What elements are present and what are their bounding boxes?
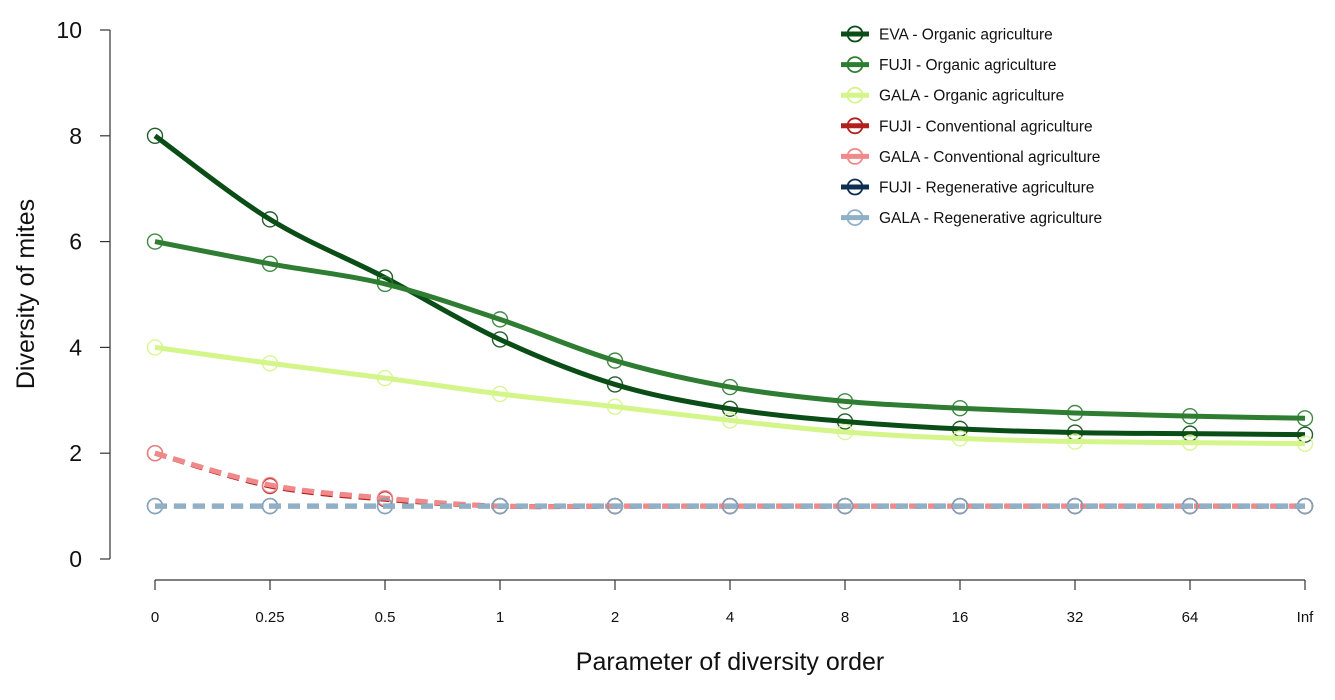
series-layer bbox=[146, 127, 1314, 515]
x-ticks: 0 0.25 0.5 1 2 4 8 16 32 64 Inf bbox=[151, 580, 1314, 626]
y-ticks: 0 2 4 6 8 10 bbox=[56, 17, 110, 572]
data-point bbox=[606, 398, 624, 415]
legend-swatch-marker bbox=[846, 178, 864, 196]
x-tick-label: 0.5 bbox=[375, 609, 396, 626]
data-point bbox=[146, 233, 164, 250]
y-tick-label: 4 bbox=[69, 334, 82, 360]
data-point bbox=[1181, 497, 1199, 515]
legend-item: FUJI - Conventional agriculture bbox=[841, 117, 1093, 135]
data-point bbox=[146, 339, 164, 356]
x-tick-label: 4 bbox=[726, 609, 734, 626]
data-point bbox=[1181, 407, 1199, 425]
legend-swatch-marker bbox=[846, 147, 864, 165]
data-point bbox=[261, 255, 279, 273]
data-point bbox=[261, 476, 279, 494]
series-1 bbox=[146, 233, 1314, 427]
legend-label: GALA - Regenerative agriculture bbox=[879, 210, 1102, 227]
data-point bbox=[721, 497, 739, 515]
x-tick-label: 8 bbox=[841, 609, 849, 626]
data-point bbox=[836, 413, 854, 430]
x-tick-label: 0 bbox=[151, 609, 159, 626]
data-point bbox=[836, 497, 854, 515]
data-point bbox=[146, 445, 164, 462]
legend: EVA - Organic agriculture FUJI - Organic … bbox=[841, 25, 1102, 227]
y-tick-label: 0 bbox=[69, 546, 82, 572]
series-6 bbox=[146, 497, 1314, 515]
data-point bbox=[951, 497, 969, 515]
data-point bbox=[606, 352, 624, 369]
legend-item: GALA - Conventional agriculture bbox=[841, 147, 1100, 166]
legend-swatch-marker bbox=[846, 86, 864, 104]
data-point bbox=[1066, 433, 1084, 450]
data-point bbox=[376, 369, 394, 387]
legend-swatch-marker bbox=[846, 209, 864, 227]
series-line bbox=[154, 239, 1306, 421]
series-2 bbox=[146, 339, 1314, 452]
x-axis-title: Parameter of diversity order bbox=[576, 648, 884, 676]
legend-label: GALA - Conventional agriculture bbox=[879, 149, 1100, 166]
data-point bbox=[721, 412, 739, 429]
data-point bbox=[1296, 497, 1314, 515]
data-point bbox=[1181, 434, 1199, 451]
data-point bbox=[1066, 404, 1084, 422]
legend-item: FUJI - Regenerative agriculture bbox=[841, 178, 1094, 197]
x-tick-label: 1 bbox=[496, 609, 504, 626]
series-4 bbox=[146, 445, 1314, 515]
series-line bbox=[154, 344, 1306, 447]
y-tick-label: 2 bbox=[69, 440, 82, 466]
data-point bbox=[146, 497, 164, 515]
legend-label: FUJI - Organic agriculture bbox=[879, 57, 1056, 74]
data-point bbox=[836, 423, 854, 441]
data-point bbox=[951, 400, 969, 417]
legend-item: GALA - Organic agriculture bbox=[841, 86, 1064, 105]
x-tick-label: 16 bbox=[952, 609, 969, 626]
axes: 0 2 4 6 8 10 0 0.25 0.5 1 2 4 8 16 32 64 Inf bbox=[56, 17, 1314, 626]
data-point bbox=[836, 393, 854, 410]
x-tick-label: 32 bbox=[1067, 609, 1084, 626]
data-point bbox=[491, 497, 509, 515]
series-3 bbox=[146, 445, 1314, 515]
legend-item: GALA - Regenerative agriculture bbox=[841, 209, 1102, 227]
data-point bbox=[721, 400, 739, 417]
legend-label: GALA - Organic agriculture bbox=[879, 88, 1064, 105]
data-point bbox=[491, 331, 509, 348]
data-point bbox=[261, 355, 279, 372]
data-point bbox=[721, 378, 739, 396]
data-point bbox=[951, 430, 969, 447]
legend-swatch-marker bbox=[846, 117, 864, 135]
legend-label: FUJI - Regenerative agriculture bbox=[879, 180, 1094, 197]
data-point bbox=[1296, 435, 1314, 452]
data-point bbox=[491, 385, 509, 403]
y-axis-title: Diversity of mites bbox=[12, 199, 40, 389]
data-point bbox=[606, 376, 624, 393]
y-tick-label: 8 bbox=[69, 123, 82, 149]
data-point bbox=[261, 211, 279, 228]
legend-swatch-marker bbox=[846, 25, 864, 43]
legend-label: FUJI - Conventional agriculture bbox=[879, 118, 1093, 135]
legend-item: FUJI - Organic agriculture bbox=[841, 56, 1056, 74]
y-tick-label: 6 bbox=[69, 229, 82, 255]
y-tick-label: 10 bbox=[56, 17, 82, 43]
legend-swatch-marker bbox=[846, 56, 864, 73]
legend-label: EVA - Organic agriculture bbox=[879, 27, 1053, 44]
data-point bbox=[376, 275, 394, 293]
data-point bbox=[146, 127, 164, 145]
series-line bbox=[153, 133, 1306, 438]
data-point bbox=[491, 311, 509, 328]
x-tick-label: 0.25 bbox=[255, 609, 284, 626]
data-point bbox=[1066, 497, 1084, 515]
x-tick-label: 64 bbox=[1182, 609, 1199, 626]
legend-item: EVA - Organic agriculture bbox=[841, 25, 1053, 44]
data-point bbox=[606, 497, 624, 515]
data-point bbox=[1296, 410, 1314, 427]
x-tick-label: Inf bbox=[1297, 609, 1315, 626]
data-point bbox=[376, 497, 394, 515]
data-point bbox=[261, 497, 279, 515]
x-tick-label: 2 bbox=[611, 609, 619, 626]
